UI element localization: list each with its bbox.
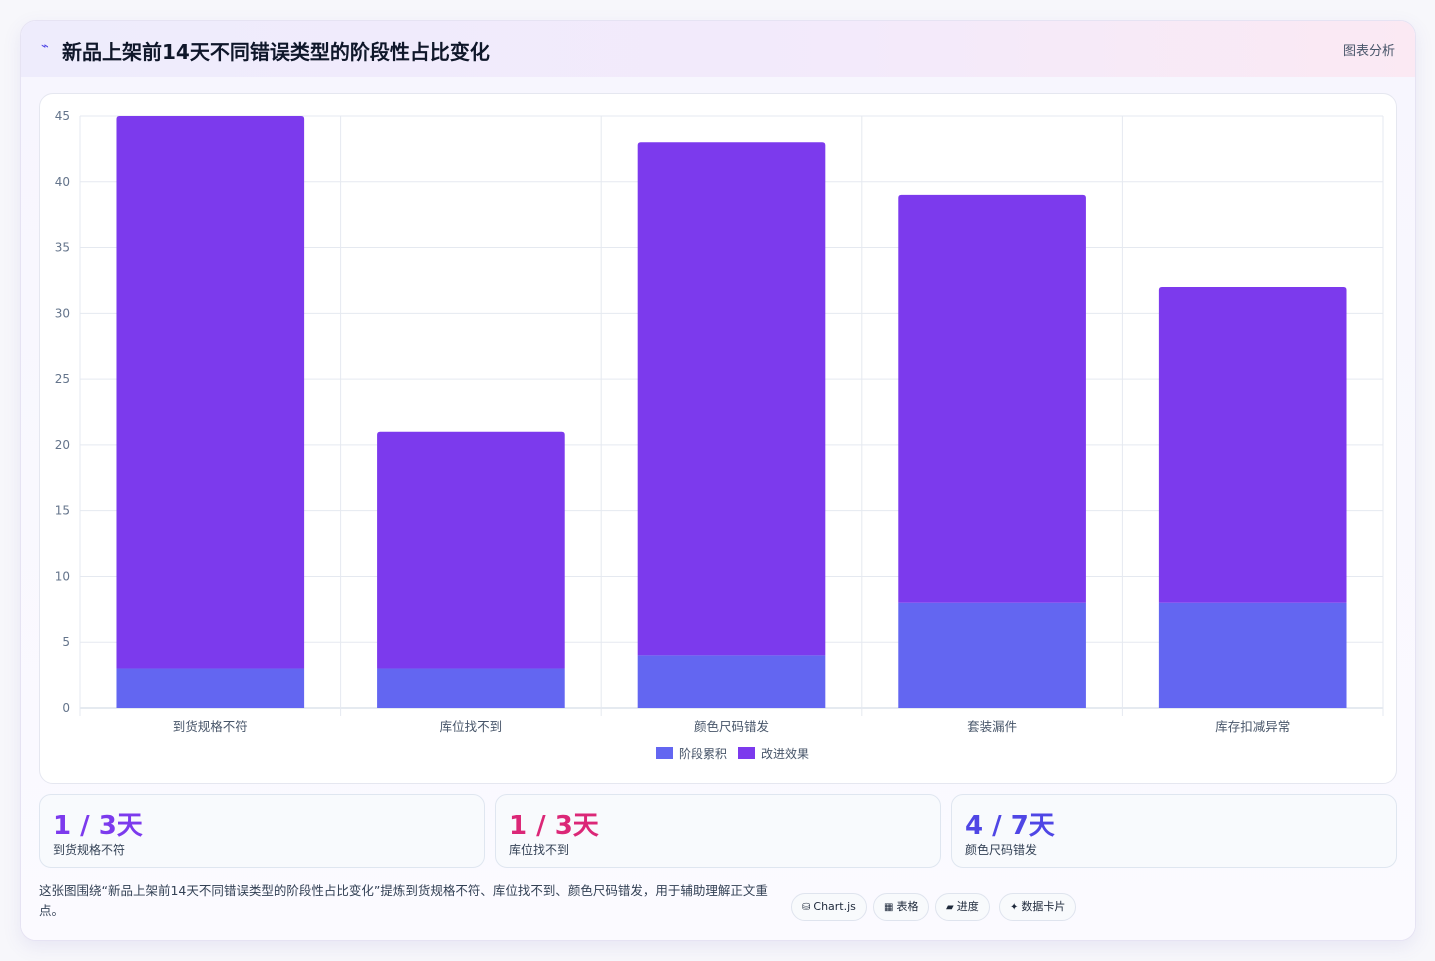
bar-segment-改进效果 (637, 142, 826, 656)
sparkle-icon: ✦ (1010, 902, 1019, 913)
chart-summary: 这张图围绕“新品上架前14天不同错误类型的阶段性占比变化”提炼到货规格不符、库位… (39, 883, 768, 918)
chip-data-card[interactable]: ✦ 数据卡片 (999, 893, 1077, 921)
y-tick-label: 10 (55, 569, 70, 583)
stat-card-3: 4 / 7天 颜色尺码错发 (951, 794, 1397, 868)
x-tick-label: 颜色尺码错发 (694, 719, 770, 734)
x-tick-label: 库位找不到 (440, 719, 503, 734)
y-tick-label: 45 (55, 109, 70, 123)
stat-card-2: 1 / 3天 库位找不到 (495, 794, 941, 868)
stat-label: 颜色尺码错发 (965, 843, 1038, 857)
stat-value: 1 / 3天 (509, 811, 599, 841)
trend-line-icon: ⌁ (41, 39, 49, 54)
chip-label: 表格 (896, 900, 919, 913)
bar-segment-阶段累积 (1158, 602, 1347, 708)
y-tick-label: 35 (55, 241, 70, 255)
chart-panel: 0 5 10 15 20 25 30 35 40 45 到货规格不符 库位找不到 颜色尺码错发 套装漏件 库… (39, 93, 1397, 784)
legend-label: 阶段累积 (679, 746, 727, 761)
card-body: 0 5 10 15 20 25 30 35 40 45 到货规格不符 库位找不到 颜色尺码错发 套装漏件库… (21, 77, 1415, 940)
y-tick-label: 30 (55, 306, 70, 320)
y-tick-label: 5 (62, 635, 70, 649)
y-tick-label: 15 (55, 504, 70, 518)
chip-label: Chart.js (813, 900, 856, 913)
card-header: ⌁ 新品上架前14天不同错误类型的阶段性占比变化 图表分析 (21, 21, 1415, 78)
bar-segment-阶段累积 (898, 602, 1086, 708)
x-tick-label: 库存扣减异常 (1215, 719, 1290, 734)
chip-label: 数据卡片 (1021, 900, 1066, 913)
bar-segment-阶段累积 (116, 668, 305, 708)
chip-table[interactable]: ▦ 表格 (873, 893, 930, 921)
bar-segment-阶段累积 (377, 668, 565, 708)
y-tick-label: 20 (55, 438, 70, 452)
y-tick-label: 0 (62, 701, 70, 715)
y-tick-label: 40 (55, 175, 70, 189)
stat-label: 库位找不到 (509, 843, 570, 857)
bar-segment-改进效果 (116, 116, 305, 669)
chart-card: ⌁ 新品上架前14天不同错误类型的阶段性占比变化 图表分析 0 5 10 15 20 25… (20, 20, 1416, 941)
legend-swatch (738, 747, 755, 759)
chip-label: 进度 (956, 900, 979, 913)
stat-label: 到货规格不符 (53, 843, 126, 857)
table-icon: ▦ (884, 902, 894, 913)
stat-value: 4 / 7天 (965, 811, 1055, 841)
bar-segment-改进效果 (1158, 287, 1347, 603)
stat-value: 1 / 3天 (53, 811, 143, 841)
y-tick-label: 25 (55, 372, 70, 386)
x-tick-label: 到货规格不符 (173, 719, 248, 734)
chart-analysis-tag: 图表分析 (1342, 44, 1395, 59)
chart-title: 新品上架前14天不同错误类型的阶段性占比变化 (62, 40, 490, 64)
database-icon: ⛁ (802, 902, 811, 913)
chip-chartjs[interactable]: ⛁ Chart.js (791, 893, 867, 921)
bar-segment-阶段累积 (637, 655, 826, 708)
stat-card-1: 1 / 3天 到货规格不符 (39, 794, 485, 868)
bar-segment-改进效果 (898, 194, 1086, 603)
legend-label: 改进效果 (761, 746, 809, 761)
stacked-bar-chart: 0 5 10 15 20 25 30 35 40 45 到货规格不符 库位找不到 颜色尺码错发 套装漏件 库… (55, 109, 1384, 761)
legend-swatch (656, 747, 673, 759)
chip-progress[interactable]: ▰ 进度 (935, 893, 990, 921)
progress-icon: ▰ (946, 902, 954, 913)
x-tick-label: 套装漏件 (967, 719, 1017, 734)
bar-segment-改进效果 (377, 431, 565, 669)
